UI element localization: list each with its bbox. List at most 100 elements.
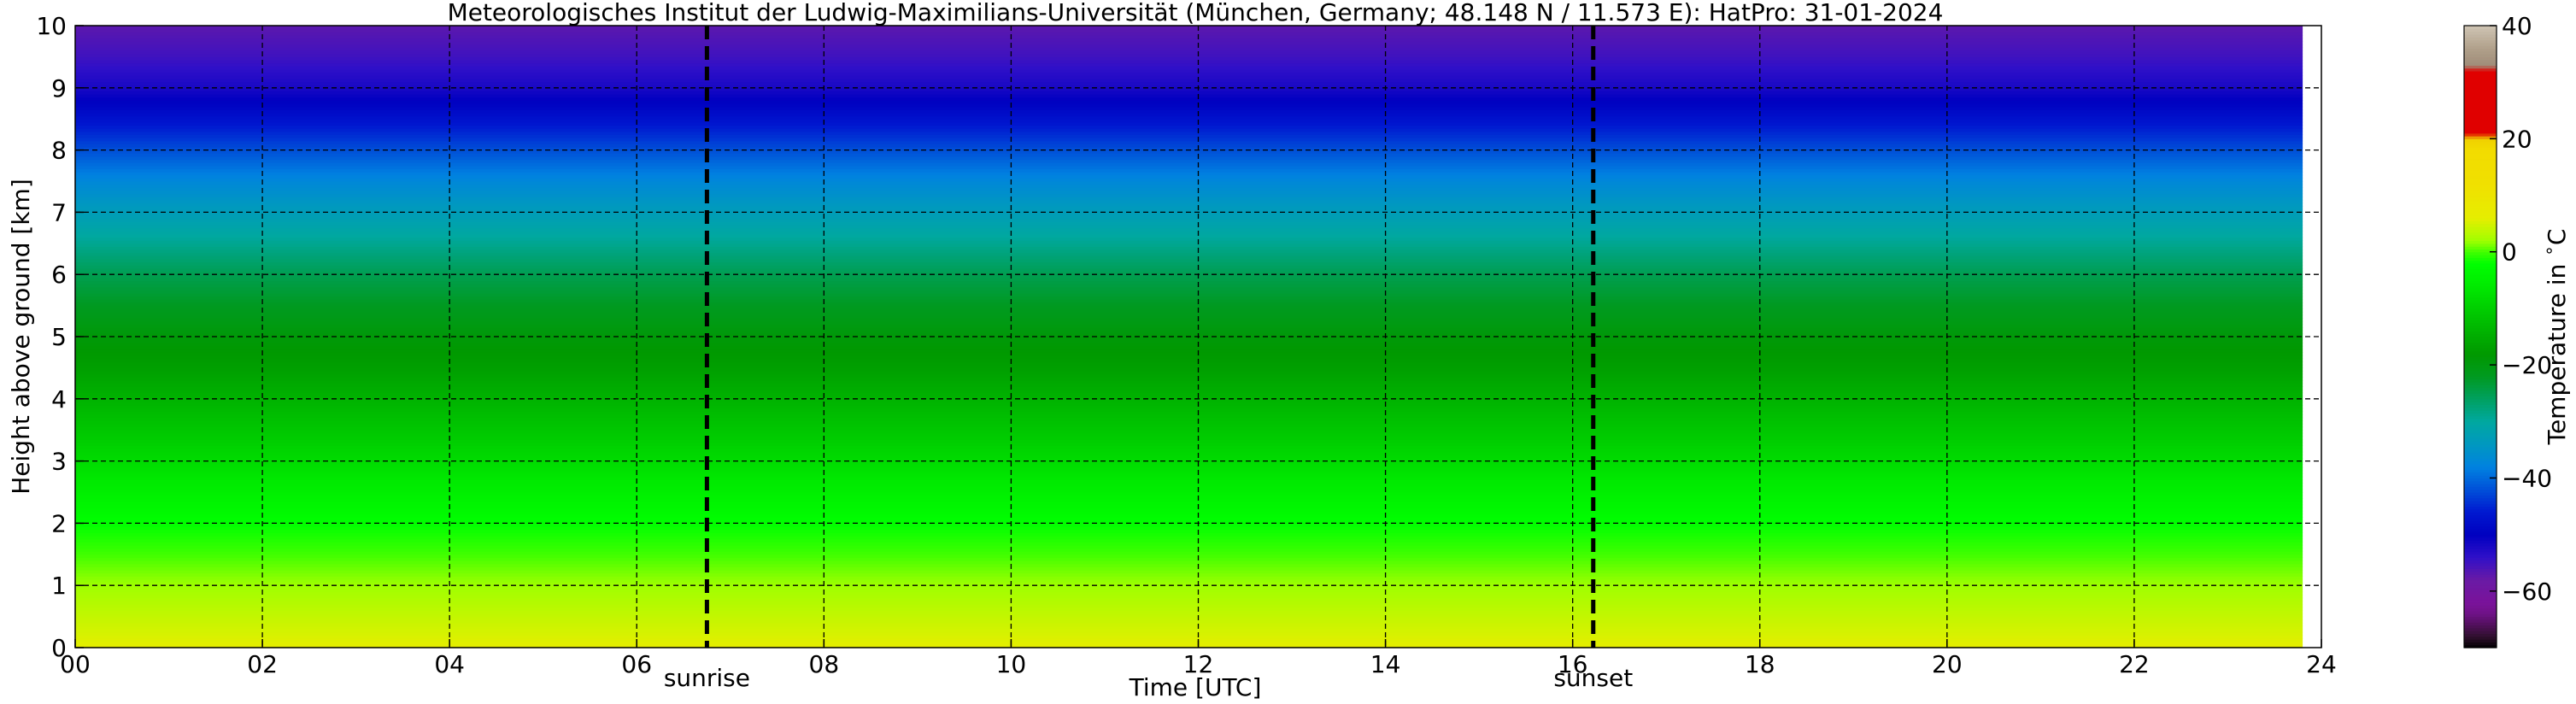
heatmap-cell [75, 526, 2303, 531]
x-tick-label: 10 [996, 650, 1027, 678]
heatmap-cell [75, 337, 2303, 341]
heatmap-cell [75, 345, 2303, 350]
heatmap-cell [75, 197, 2303, 201]
colorbar-segment [2464, 56, 2497, 61]
heatmap-cell [75, 638, 2303, 642]
sunset-label: sunset [1553, 664, 1633, 692]
x-tick-label: 08 [809, 650, 840, 678]
heatmap-cell [75, 607, 2303, 611]
colorbar-segment [2464, 291, 2497, 295]
heatmap-cell [75, 144, 2303, 148]
colorbar-segment [2464, 512, 2497, 516]
heatmap-cell [75, 601, 2303, 605]
heatmap-cell [75, 249, 2303, 254]
heatmap-cell [75, 252, 2303, 256]
colorbar-segment [2464, 28, 2497, 32]
colorbar-segment [2464, 181, 2497, 185]
heatmap-cell [75, 405, 2303, 409]
colorbar-segment [2464, 636, 2497, 640]
heatmap-cell [75, 622, 2303, 627]
heatmap-cell [75, 125, 2303, 129]
heatmap-cell [75, 492, 2303, 496]
colorbar-segment [2464, 288, 2497, 292]
colorbar-segment [2464, 413, 2497, 417]
colorbar-segment [2464, 249, 2497, 253]
heatmap-cell [75, 361, 2303, 366]
heatmap-cell [75, 246, 2303, 250]
heatmap-cell [75, 554, 2303, 559]
y-tick-label: 10 [36, 12, 67, 40]
colorbar-segment [2464, 302, 2497, 307]
heatmap-cell [75, 582, 2303, 586]
colorbar-segment [2464, 79, 2497, 83]
heatmap-cell [75, 449, 2303, 453]
colorbar-segment [2464, 316, 2497, 320]
colorbar-segment [2464, 33, 2497, 38]
heatmap-cell [75, 498, 2303, 502]
colorbar-segment [2464, 31, 2497, 35]
heatmap-cell [75, 333, 2303, 337]
colorbar-segment [2464, 443, 2497, 448]
colorbar-segment [2464, 314, 2497, 318]
colorbar-segment [2464, 70, 2497, 74]
heatmap-cell [75, 190, 2303, 195]
heatmap-cell [75, 259, 2303, 263]
colorbar-segment [2464, 48, 2497, 52]
y-tick-label: 9 [51, 74, 67, 103]
heatmap-cell [75, 109, 2303, 114]
plot-area [74, 25, 2322, 648]
colorbar-segment [2464, 178, 2497, 182]
heatmap-cell [75, 635, 2303, 639]
colorbar-segment [2464, 430, 2497, 434]
y-tick-label: 8 [51, 137, 67, 165]
colorbar-segment [2464, 353, 2497, 357]
colorbar-segment [2464, 554, 2497, 558]
colorbar-segment [2464, 127, 2497, 132]
colorbar-segment [2464, 404, 2497, 408]
heatmap-cell [75, 439, 2303, 443]
colorbar-segment [2464, 262, 2497, 267]
colorbar-segment [2464, 503, 2497, 507]
heatmap-cell [75, 604, 2303, 608]
heatmap-cell [75, 215, 2303, 220]
heatmap-cell [75, 128, 2303, 132]
heatmap-cell [75, 97, 2303, 101]
heatmap-cell [75, 470, 2303, 474]
colorbar-segment [2464, 130, 2497, 134]
colorbar-segment [2464, 175, 2497, 179]
heatmap-cell [75, 68, 2303, 73]
colorbar-segment [2464, 328, 2497, 331]
heatmap-cell [75, 576, 2303, 580]
colorbar-segment [2464, 596, 2497, 601]
colorbar-segment [2464, 45, 2497, 50]
heatmap-cell [75, 504, 2303, 508]
colorbar-segment [2464, 37, 2497, 41]
colorbar-segment [2464, 458, 2497, 462]
heatmap-cell [75, 330, 2303, 334]
colorbar-segment [2464, 373, 2497, 377]
heatmap-cell [75, 293, 2303, 297]
heatmap-cell [75, 94, 2303, 98]
colorbar-segment [2464, 370, 2497, 374]
heatmap-cell [75, 610, 2303, 614]
colorbar-segment [2464, 625, 2497, 629]
heatmap-cell [75, 420, 2303, 425]
heatmap-cell [75, 119, 2303, 123]
colorbar-segment [2464, 549, 2497, 553]
heatmap-cell [75, 595, 2303, 599]
colorbar-segment [2464, 243, 2497, 247]
colorbar-segment [2464, 480, 2497, 484]
colorbar-segment [2464, 605, 2497, 609]
colorbar-tick-label: 40 [2502, 12, 2532, 40]
heatmap-cell [75, 299, 2303, 303]
colorbar-segment [2464, 390, 2497, 394]
colorbar-segment [2464, 50, 2497, 55]
colorbar-segment [2464, 192, 2497, 197]
heatmap-cell [75, 377, 2303, 381]
colorbar-segment [2464, 599, 2497, 603]
heatmap-cell [75, 28, 2303, 32]
heatmap-cell [75, 26, 2303, 30]
heatmap-cell [75, 162, 2303, 167]
heatmap-cell [75, 78, 2303, 83]
colorbar-segment [2464, 449, 2497, 454]
